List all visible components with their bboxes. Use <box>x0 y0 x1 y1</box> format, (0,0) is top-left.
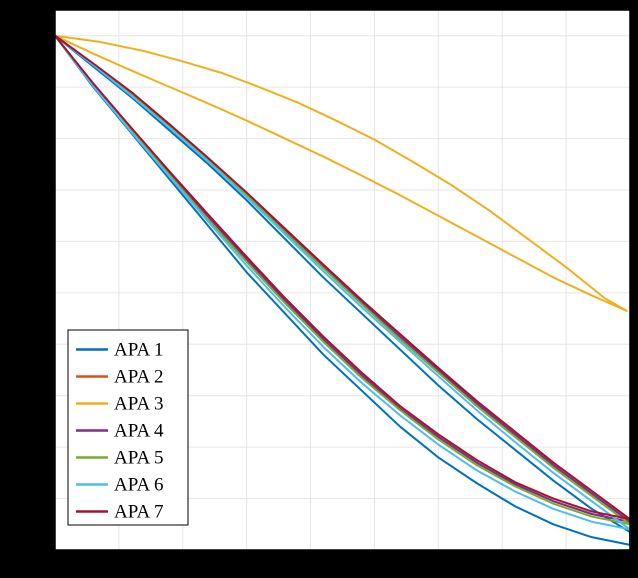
line-chart: APA 1 APA 2 APA 3 APA 4 APA 5 APA 6 APA 7 <box>0 0 638 578</box>
legend-label: APA 3 <box>114 394 163 415</box>
legend-label: APA 2 <box>114 367 163 388</box>
legend-label: APA 5 <box>114 448 163 469</box>
legend-label: APA 6 <box>114 475 163 496</box>
legend-label: APA 4 <box>114 421 164 442</box>
chart-container: APA 1 APA 2 APA 3 APA 4 APA 5 APA 6 APA 7 <box>0 0 638 578</box>
legend: APA 1 APA 2 APA 3 APA 4 APA 5 APA 6 APA 7 <box>68 330 188 525</box>
legend-label: APA 1 <box>114 340 163 361</box>
legend-label: APA 7 <box>114 502 163 523</box>
